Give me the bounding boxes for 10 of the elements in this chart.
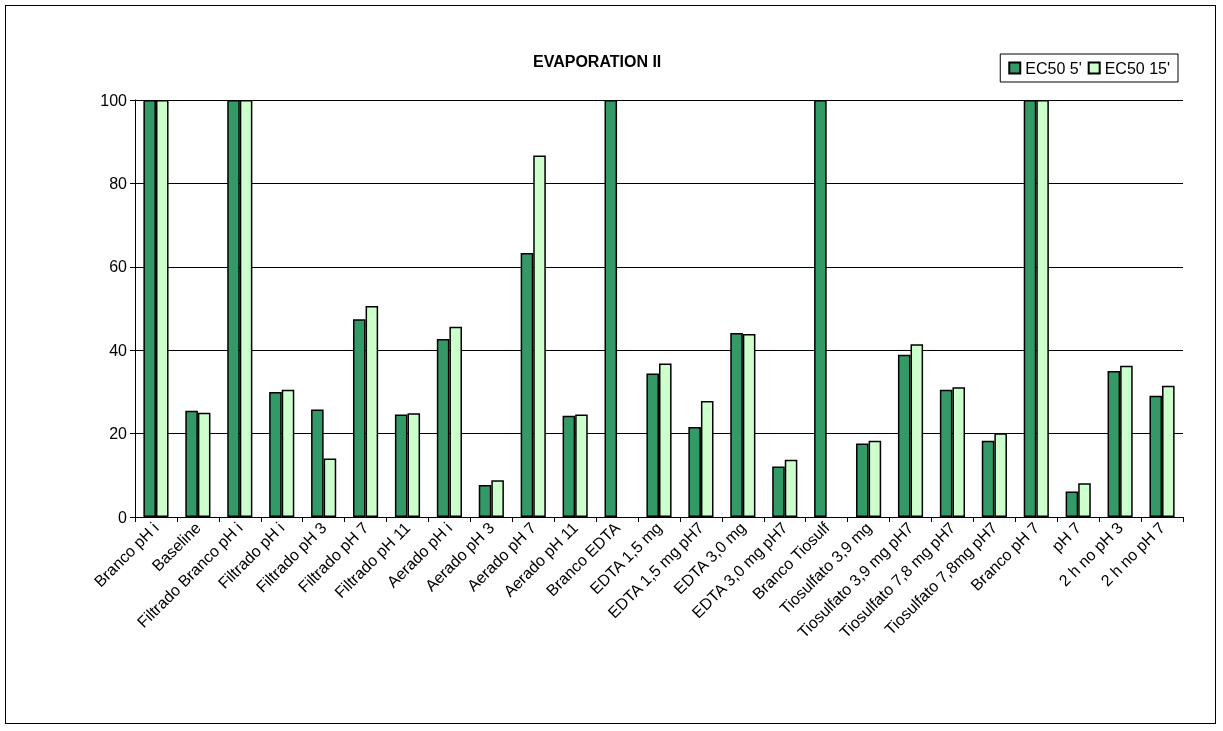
y-tick-label: 40	[109, 341, 128, 359]
y-tick-label: 20	[109, 425, 128, 443]
legend-label: EC50 5'	[1025, 59, 1082, 77]
x-tick-label: pH 7	[1048, 518, 1085, 555]
y-tick-label: 100	[100, 91, 128, 109]
y-tick-label: 0	[118, 508, 128, 526]
legend-label: EC50 15'	[1104, 59, 1171, 77]
chart-title: EVAPORATION II	[533, 52, 662, 70]
y-tick-label: 80	[109, 174, 128, 192]
y-tick-label: 60	[109, 258, 128, 276]
